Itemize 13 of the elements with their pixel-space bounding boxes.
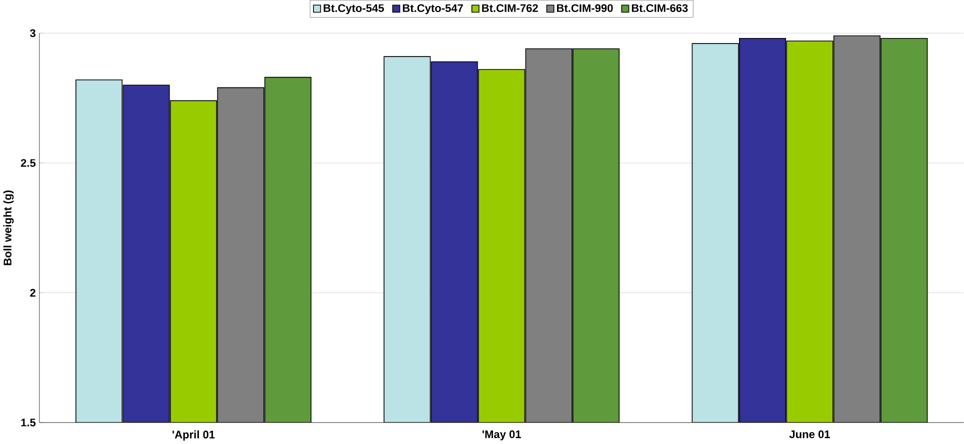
x-tick-label: 'April 01 (172, 430, 215, 441)
y-tick-label: 1.5 (21, 418, 36, 426)
y-axis-title: Boll weight (g) (3, 190, 14, 266)
legend-label: Bt.CIM-990 (557, 4, 613, 12)
legend-label: Bt.Cyto-545 (324, 4, 384, 14)
legend-label: Bt.Cyto-547 (402, 4, 463, 14)
x-tick-label: 'May 01 (482, 430, 521, 440)
y-tick-label: 3 (30, 29, 36, 38)
legend-label: Bt.CIM-762 (482, 4, 538, 12)
y-tick-label: 2 (30, 288, 36, 297)
legend-label: Bt.CIM-663 (632, 4, 688, 12)
x-tick-label: June 01 (789, 430, 830, 438)
y-tick-label: 2.5 (20, 159, 36, 167)
